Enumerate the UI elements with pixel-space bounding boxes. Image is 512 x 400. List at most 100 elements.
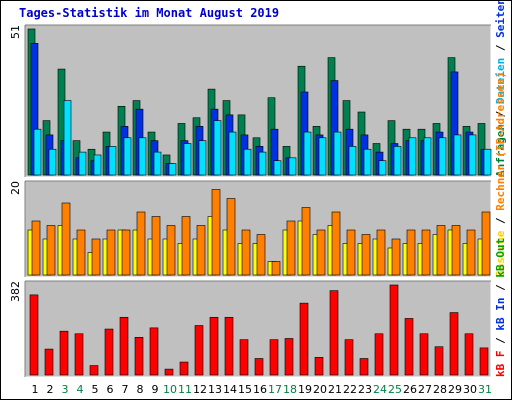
bar-rechner [256, 234, 266, 276]
bar-rechner [346, 229, 356, 276]
legend-entry: kB In [494, 298, 507, 331]
bar-dateien [78, 151, 87, 176]
bar-dateien [168, 163, 177, 176]
bar-dateien [303, 131, 312, 176]
bar-kb-f [239, 339, 249, 376]
bar-rechner [196, 225, 206, 276]
bar-kb-f [254, 358, 264, 376]
bar-kb-f [344, 339, 354, 376]
bar-dateien [483, 148, 492, 176]
x-tick-label: 31 [478, 383, 492, 396]
bar-rechner [316, 229, 326, 276]
x-tick-label: 5 [92, 383, 99, 396]
chart-title: Tages-Statistik im Monat August 2019 [19, 6, 280, 20]
legend-entry: Rechner (IP-Adressen) [494, 72, 507, 211]
bar-dateien [363, 148, 372, 176]
bar-dateien [348, 146, 357, 176]
bar-rechner [91, 238, 101, 276]
x-tick-label: 17 [268, 383, 282, 396]
bar-dateien [408, 137, 417, 176]
legend-top: Anfragen / Dateien / Seiten [494, 1, 507, 177]
x-tick-label: 16 [253, 383, 267, 396]
bar-dateien [453, 134, 462, 176]
bar-rechner [436, 225, 446, 276]
legend-entry: Dateien [494, 58, 507, 104]
x-tick-label: 6 [107, 383, 114, 396]
legend-entry: / [494, 211, 507, 231]
legend-bot: kB F / kB In / kB Out [494, 238, 507, 377]
bar-kb-f [269, 339, 279, 376]
bar-rechner [286, 220, 296, 276]
bar-kb-f [149, 327, 159, 376]
bar-rechner [331, 211, 341, 276]
x-tick-label: 4 [77, 383, 84, 396]
bar-rechner [466, 229, 476, 276]
legend-entry: Besuche [494, 230, 507, 277]
bar-rechner [226, 198, 236, 276]
bar-kb-f [464, 333, 474, 376]
legend-entry: / [494, 104, 507, 124]
x-tick-label: 14 [223, 383, 237, 396]
bar-dateien [228, 131, 237, 176]
bar-kb-f [299, 302, 309, 376]
x-tick-label: 3 [62, 383, 69, 396]
bar-rechner [271, 261, 281, 276]
x-tick-label: 13 [208, 383, 222, 396]
x-tick-label: 12 [193, 383, 207, 396]
bar-dateien [33, 128, 42, 176]
bar-dateien [63, 100, 72, 176]
bar-kb-f [134, 337, 144, 376]
x-tick-label: 19 [298, 383, 312, 396]
x-tick-label: 23 [358, 383, 372, 396]
bar-kb-f [284, 338, 294, 376]
x-tick-label: 26 [403, 383, 417, 396]
x-tick-label: 29 [448, 383, 462, 396]
bar-kb-f [449, 312, 459, 376]
bar-dateien [198, 140, 207, 176]
bar-rechner [361, 234, 371, 276]
bar-dateien [423, 137, 432, 176]
bar-dateien [318, 137, 327, 176]
bar-kb-f [389, 284, 399, 376]
bar-dateien [258, 151, 267, 176]
x-tick-label: 25 [388, 383, 402, 396]
bar-dateien [93, 154, 102, 176]
bar-dateien [468, 134, 477, 176]
bar-kb-f [224, 316, 234, 376]
bar-kb-f [359, 358, 369, 376]
bar-kb-f [119, 316, 129, 376]
x-tick-label: 1 [32, 383, 39, 396]
y-max-label: 51 [9, 25, 22, 39]
bar-kb-f [209, 316, 219, 376]
legend-entry: / [494, 278, 507, 298]
legend-entry: kB F [494, 351, 507, 378]
bar-rechner [181, 216, 191, 276]
bar-rechner [151, 216, 161, 276]
bar-dateien [183, 143, 192, 176]
bar-kb-f [104, 328, 114, 376]
bar-rechner [76, 229, 86, 276]
bar-dateien [393, 146, 402, 176]
bar-dateien [123, 137, 132, 176]
bar-kb-f [434, 346, 444, 376]
x-tick-label: 2 [47, 383, 54, 396]
bar-dateien [438, 137, 447, 176]
bar-kb-f [164, 368, 174, 376]
bar-kb-f [479, 347, 489, 376]
bar-dateien [48, 148, 57, 176]
bar-rechner [166, 225, 176, 276]
x-tick-label: 9 [152, 383, 159, 396]
bar-dateien [243, 148, 252, 176]
x-tick-label: 22 [343, 383, 357, 396]
x-tick-label: 24 [373, 383, 387, 396]
bar-rechner [211, 189, 221, 276]
bar-kb-f [194, 325, 204, 376]
x-tick-label: 30 [463, 383, 477, 396]
bar-dateien [153, 151, 162, 176]
x-tick-label: 18 [283, 383, 297, 396]
bar-rechner [46, 225, 56, 276]
legend-entry: Seiten [494, 1, 507, 38]
bar-rechner [391, 238, 401, 276]
legend-entry: Anfragen [494, 124, 507, 177]
